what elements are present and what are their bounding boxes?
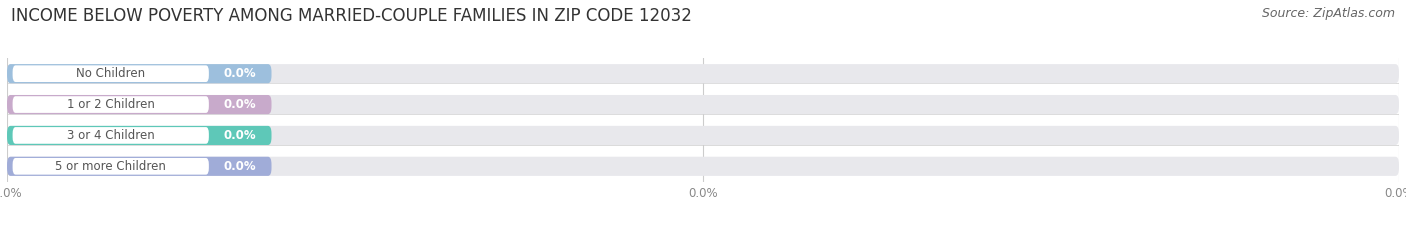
Text: 3 or 4 Children: 3 or 4 Children xyxy=(67,129,155,142)
Text: No Children: No Children xyxy=(76,67,145,80)
Text: INCOME BELOW POVERTY AMONG MARRIED-COUPLE FAMILIES IN ZIP CODE 12032: INCOME BELOW POVERTY AMONG MARRIED-COUPL… xyxy=(11,7,692,25)
FancyBboxPatch shape xyxy=(7,126,1399,145)
FancyBboxPatch shape xyxy=(7,95,1399,114)
FancyBboxPatch shape xyxy=(7,64,271,83)
FancyBboxPatch shape xyxy=(13,158,209,175)
Text: 0.0%: 0.0% xyxy=(224,129,256,142)
FancyBboxPatch shape xyxy=(7,126,271,145)
Text: 0.0%: 0.0% xyxy=(224,98,256,111)
Text: 5 or more Children: 5 or more Children xyxy=(55,160,166,173)
Text: Source: ZipAtlas.com: Source: ZipAtlas.com xyxy=(1261,7,1395,20)
FancyBboxPatch shape xyxy=(7,157,1399,176)
FancyBboxPatch shape xyxy=(13,96,209,113)
Text: 0.0%: 0.0% xyxy=(224,160,256,173)
FancyBboxPatch shape xyxy=(13,127,209,144)
Text: 0.0%: 0.0% xyxy=(224,67,256,80)
FancyBboxPatch shape xyxy=(7,64,1399,83)
FancyBboxPatch shape xyxy=(13,65,209,82)
FancyBboxPatch shape xyxy=(7,95,271,114)
Text: 1 or 2 Children: 1 or 2 Children xyxy=(67,98,155,111)
FancyBboxPatch shape xyxy=(7,157,271,176)
